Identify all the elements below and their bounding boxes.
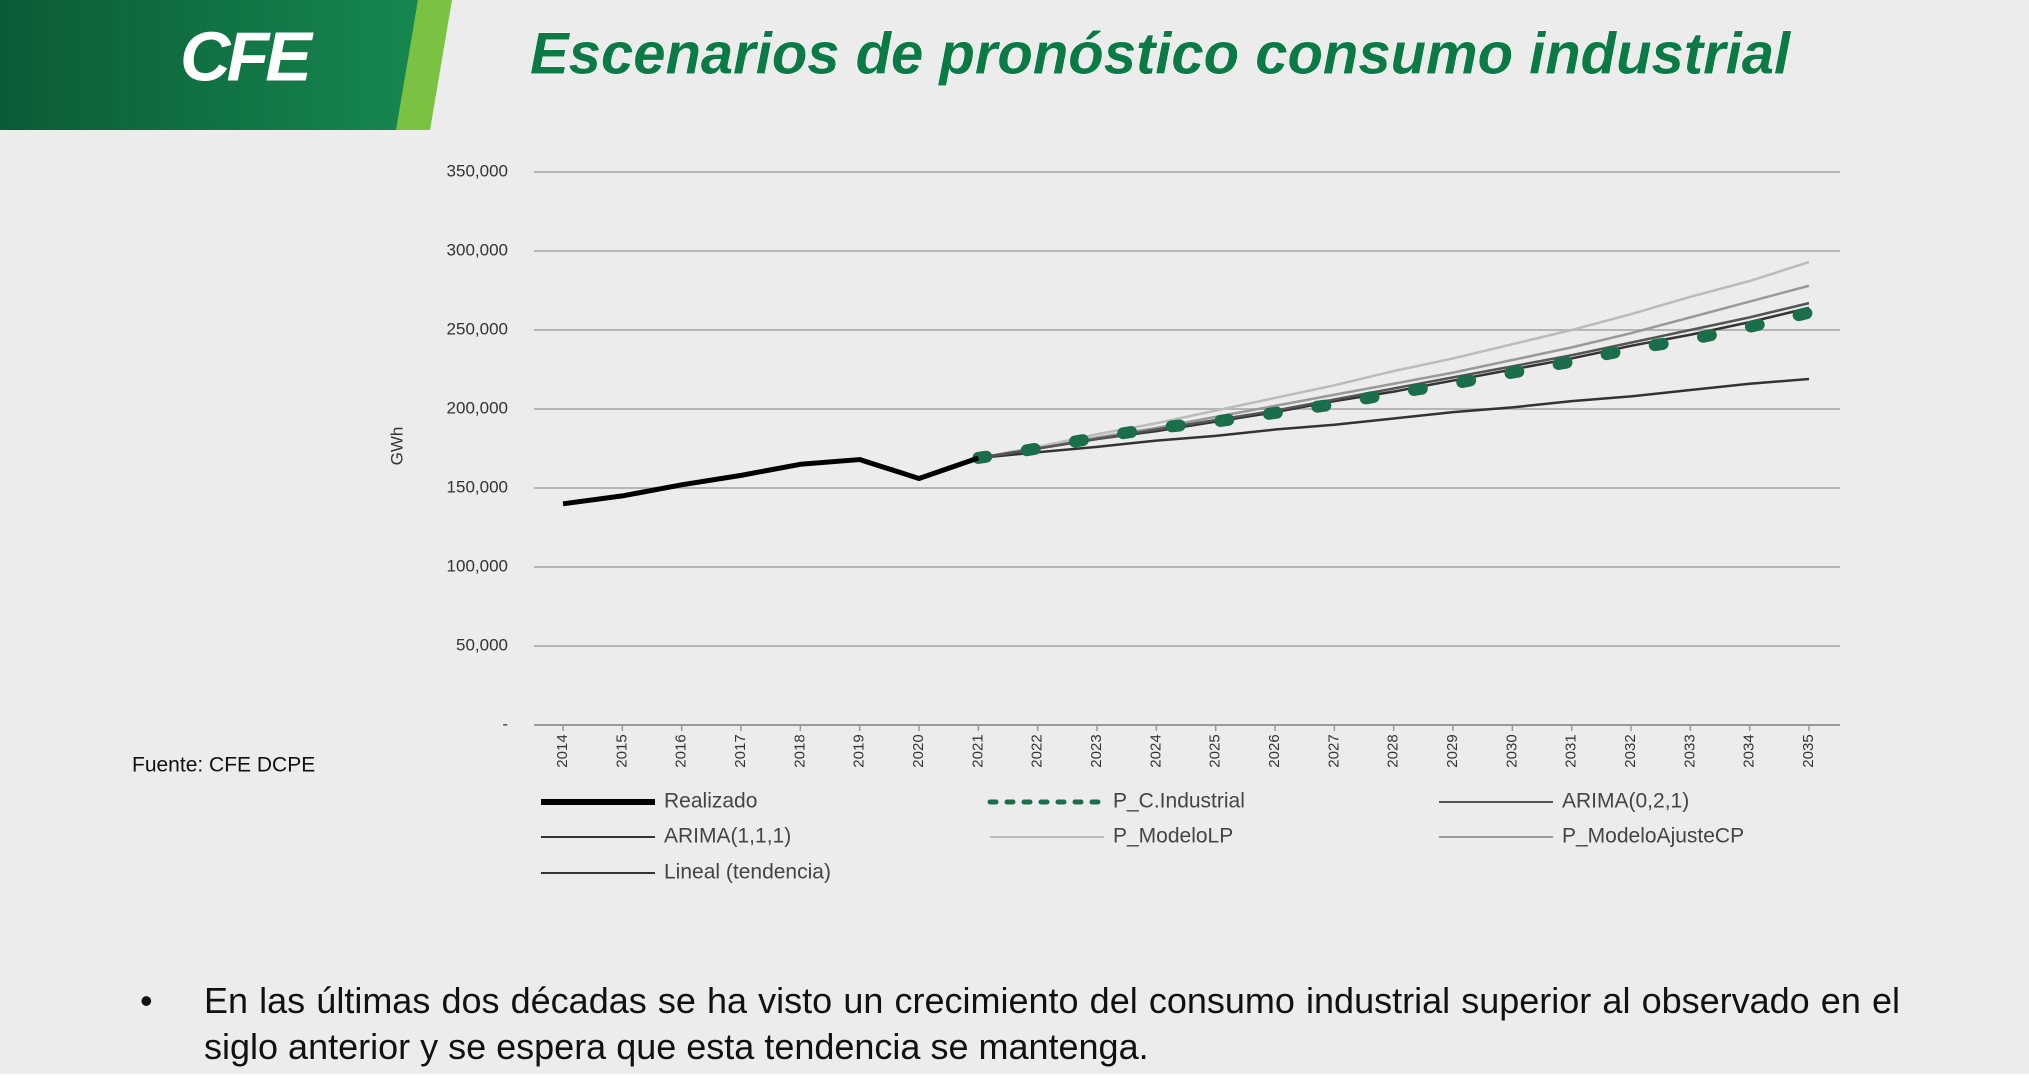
bullet-point: • En las últimas dos décadas se ha visto… xyxy=(140,978,1900,1070)
x-tick-label: 2035 xyxy=(1800,734,1817,767)
x-tick-label: 2018 xyxy=(791,734,808,767)
y-tick-label: 200,000 xyxy=(447,398,508,417)
logo: CFE xyxy=(180,17,314,95)
y-tick-label: 250,000 xyxy=(447,319,508,338)
bullet-text: En las últimas dos décadas se ha visto u… xyxy=(204,980,1900,1067)
x-tick-label: 2023 xyxy=(1088,734,1105,767)
series-line xyxy=(978,284,1810,460)
bullet-marker: • xyxy=(140,980,153,1021)
x-tick-label: 2025 xyxy=(1207,734,1224,767)
y-axis-label: GWh xyxy=(387,427,406,466)
x-tick-label: 2014 xyxy=(554,734,571,767)
legend-label: Realizado xyxy=(664,790,757,813)
legend-label: Lineal (tendencia) xyxy=(664,861,831,884)
x-tick-label: 2024 xyxy=(1147,734,1164,767)
x-tick-label: 2026 xyxy=(1266,734,1283,767)
x-tick-label: 2020 xyxy=(910,734,927,767)
series-line xyxy=(978,260,1810,460)
x-tick-label: 2016 xyxy=(673,734,690,767)
source: Fuente: CFE DCPE xyxy=(132,754,315,777)
series-line xyxy=(562,455,980,507)
x-tick-label: 2029 xyxy=(1444,734,1461,767)
header-band xyxy=(0,0,418,130)
series-line xyxy=(978,301,1810,460)
legend-label: ARIMA(0,2,1) xyxy=(1562,790,1689,813)
legend-label: ARIMA(1,1,1) xyxy=(664,825,791,848)
x-tick-label: 2030 xyxy=(1503,734,1520,767)
header-stripe xyxy=(396,0,452,130)
y-tick-label: - xyxy=(502,714,508,733)
x-tick-label: 2017 xyxy=(732,734,749,767)
x-tick-label: 2022 xyxy=(1029,734,1046,767)
x-tick-label: 2021 xyxy=(969,734,986,767)
x-tick-label: 2032 xyxy=(1622,734,1639,767)
slide-title: Escenarios de pronóstico consumo industr… xyxy=(530,21,1792,86)
x-tick-label: 2034 xyxy=(1741,734,1758,767)
x-tick-label: 2031 xyxy=(1563,734,1580,767)
legend-label: P_C.Industrial xyxy=(1113,790,1245,813)
y-tick-label: 50,000 xyxy=(456,635,508,654)
x-tick-label: 2028 xyxy=(1385,734,1402,767)
x-tick-label: 2015 xyxy=(613,734,630,767)
y-tick-label: 100,000 xyxy=(447,556,508,575)
x-tick-label: 2019 xyxy=(851,734,868,767)
legend-label: P_ModeloLP xyxy=(1113,825,1233,848)
x-tick-label: 2027 xyxy=(1325,734,1342,767)
series-line xyxy=(978,377,1810,460)
y-tick-label: 300,000 xyxy=(447,240,508,259)
x-tick-label: 2033 xyxy=(1681,734,1698,767)
y-tick-label: 350,000 xyxy=(447,161,508,180)
legend-label: P_ModeloAjusteCP xyxy=(1562,825,1744,848)
y-tick-label: 150,000 xyxy=(447,477,508,496)
